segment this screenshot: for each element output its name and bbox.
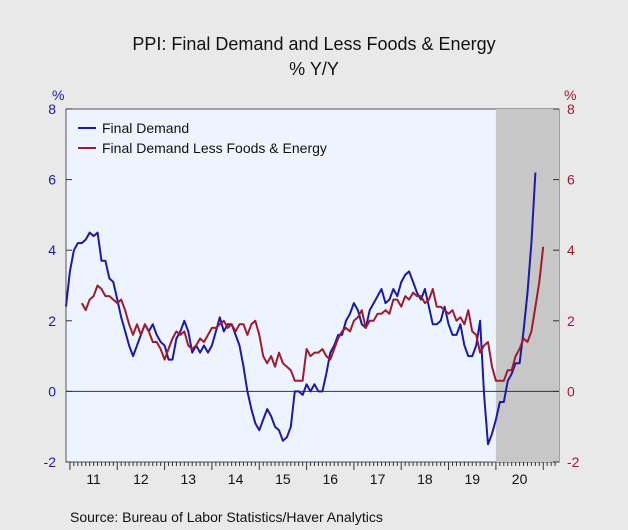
x-tick-label: 11 bbox=[86, 471, 101, 487]
y-tick-label-right: 8 bbox=[567, 101, 575, 117]
axes: -2 -2 0 0 2 2 4 4 6 6 8 8 11 12 13 14 15 16 17 18 19 20 bbox=[44, 101, 580, 487]
x-tick-label: 13 bbox=[180, 471, 196, 487]
y-tick-label-right: -2 bbox=[567, 454, 580, 470]
chart-subtitle: % Y/Y bbox=[289, 59, 339, 79]
x-tick-label: 20 bbox=[512, 471, 528, 487]
x-tick-label: 14 bbox=[228, 471, 244, 487]
series-layer bbox=[65, 172, 545, 446]
x-tick-label: 17 bbox=[370, 471, 386, 487]
x-tick-label: 16 bbox=[322, 471, 338, 487]
plot-area bbox=[65, 108, 560, 463]
y-tick-label-left: 4 bbox=[48, 242, 56, 258]
y-tick-label-left: 8 bbox=[48, 101, 56, 117]
y-tick-label-right: 0 bbox=[567, 383, 575, 399]
y-tick-label-right: 6 bbox=[567, 172, 575, 188]
y-tick-label-left: 0 bbox=[48, 383, 56, 399]
legend-label: Final Demand bbox=[102, 120, 189, 136]
chart-title: PPI: Final Demand and Less Foods & Energ… bbox=[132, 34, 495, 54]
source-note: Source: Bureau of Labor Statistics/Haver… bbox=[70, 509, 383, 525]
y-tick-label-left: 6 bbox=[48, 172, 56, 188]
x-tick-label: 19 bbox=[464, 471, 480, 487]
x-tick-label: 18 bbox=[417, 471, 433, 487]
y-tick-label-right: 4 bbox=[567, 242, 575, 258]
legend: Final Demand Final Demand Less Foods & En… bbox=[78, 120, 327, 156]
less-foods-energy-line bbox=[80, 246, 545, 382]
y-tick-label-left: 2 bbox=[48, 313, 56, 329]
y-tick-label-right: 2 bbox=[567, 313, 575, 329]
x-tick-label: 12 bbox=[133, 471, 149, 487]
right-axis-unit: % bbox=[564, 87, 576, 103]
legend-label: Final Demand Less Foods & Energy bbox=[102, 140, 327, 156]
x-tick-label: 15 bbox=[275, 471, 291, 487]
left-axis-unit: % bbox=[52, 87, 64, 103]
y-tick-label-left: -2 bbox=[44, 454, 57, 470]
